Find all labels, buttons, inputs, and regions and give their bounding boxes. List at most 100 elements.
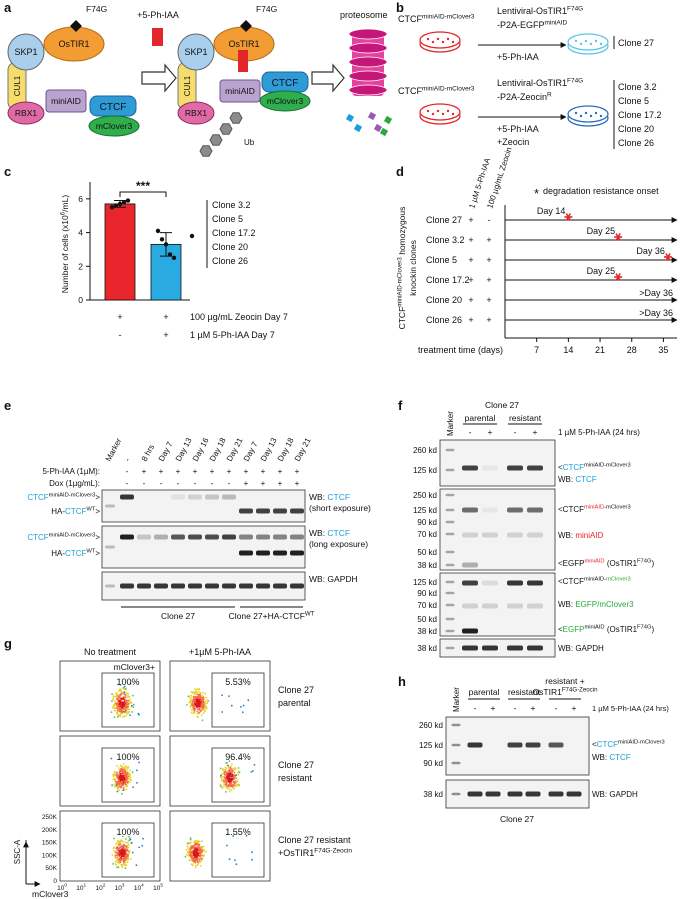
label: 8 hrs <box>140 443 156 463</box>
text-segment: 10 <box>115 885 123 892</box>
flow-event <box>196 710 199 713</box>
flow-event <box>219 767 222 770</box>
flow-event <box>118 689 121 692</box>
label: WB: CTCF <box>592 753 631 762</box>
flow-event <box>129 714 132 717</box>
panel-label: a <box>4 0 12 15</box>
flow-event <box>232 784 234 786</box>
flow-event <box>223 782 226 785</box>
flow-event <box>113 716 116 719</box>
flow-event <box>121 710 123 712</box>
label: SSC-A <box>13 839 22 864</box>
flow-event <box>201 719 204 722</box>
flow-event <box>118 853 121 855</box>
label: - <box>555 703 558 713</box>
flow-event <box>196 688 199 691</box>
blot-band <box>273 534 287 540</box>
blot-band <box>525 791 541 797</box>
blot-band <box>154 534 168 540</box>
flow-event <box>118 773 121 776</box>
flow-event <box>112 773 114 776</box>
parent-dish-cell <box>446 37 450 41</box>
flow-event <box>114 857 117 860</box>
label: + <box>295 467 300 476</box>
flow-event <box>197 853 199 856</box>
flow-event <box>185 849 188 851</box>
flow-event <box>200 865 202 867</box>
flow-event <box>232 835 235 837</box>
blot-band <box>239 550 253 556</box>
flow-event <box>117 841 120 843</box>
flow-event <box>112 775 115 778</box>
flow-event <box>228 858 231 861</box>
flow-event <box>114 773 116 776</box>
flow-event <box>119 771 121 774</box>
flow-event <box>129 769 132 772</box>
label: - <box>194 479 197 488</box>
label: WB: CTCF <box>309 492 350 502</box>
flow-event <box>221 711 224 713</box>
flow-event <box>119 850 122 852</box>
flow-event <box>231 763 233 765</box>
panel-label: g <box>4 636 12 651</box>
text-segment: CTCF <box>398 14 422 24</box>
flow-event <box>127 711 130 713</box>
clone-dish-cell <box>589 114 593 118</box>
flow-event <box>189 850 192 853</box>
text-segment: CTCF <box>65 507 86 516</box>
label: Day 14 <box>537 206 566 216</box>
text-segment: miniAID-mClover3 <box>584 463 631 469</box>
flow-event <box>200 858 203 860</box>
flow-event <box>186 845 189 848</box>
flow-event <box>111 706 114 709</box>
flow-event <box>237 783 240 786</box>
blot-band <box>462 532 478 538</box>
text-segment: Lentiviral-OsTIR1 <box>497 6 567 16</box>
flow-event <box>201 854 203 857</box>
flow-event <box>124 855 127 858</box>
flow-event <box>116 866 118 869</box>
x-tick-label: 28 <box>627 345 637 355</box>
flow-event <box>125 715 127 717</box>
text-segment: WB: <box>558 531 575 540</box>
label: 100% <box>116 752 139 762</box>
text-segment: EGFP/mClover3 <box>575 600 634 609</box>
flow-event <box>190 711 193 714</box>
flow-event <box>122 775 125 777</box>
blot-band <box>445 532 455 536</box>
panel-label: h <box>398 674 406 689</box>
flow-event <box>189 837 192 840</box>
label: Clone 20 <box>212 242 248 252</box>
flow-event <box>111 700 113 703</box>
process-arrow <box>141 63 177 93</box>
blot-band <box>105 584 115 588</box>
label: 100K <box>42 852 58 859</box>
flow-event <box>115 784 118 787</box>
text-segment: F74G-Zeocin <box>314 848 352 855</box>
label: Lentiviral-OsTIR1F74G <box>497 6 583 17</box>
flow-event <box>251 858 253 861</box>
text-segment: Clone 27+HA-CTCF <box>229 611 305 621</box>
label: WB: CTCF <box>309 528 350 538</box>
flow-event <box>196 860 199 862</box>
flow-event <box>189 853 192 856</box>
flow-event <box>223 785 225 788</box>
flow-event <box>130 841 133 844</box>
text-segment: WT <box>86 549 95 555</box>
flow-event <box>190 694 193 697</box>
flow-event <box>119 694 122 697</box>
flow-event <box>116 698 119 701</box>
ligand-bound <box>238 50 248 72</box>
label: + <box>468 315 473 325</box>
x-tick-label: 21 <box>595 345 605 355</box>
flow-event <box>190 845 193 848</box>
flow-plot <box>59 735 161 807</box>
label: 150K <box>42 840 58 847</box>
text-segment: -P2A-Zeocin <box>497 92 547 102</box>
label: CTCFminiAID-mClover3 homozygous <box>397 207 408 330</box>
label: Clone 26 <box>212 256 248 266</box>
flow-event <box>123 860 125 862</box>
label: +1µM 5-Ph-IAA <box>189 647 251 657</box>
flow-event <box>199 853 202 856</box>
text-segment: < <box>558 463 563 472</box>
